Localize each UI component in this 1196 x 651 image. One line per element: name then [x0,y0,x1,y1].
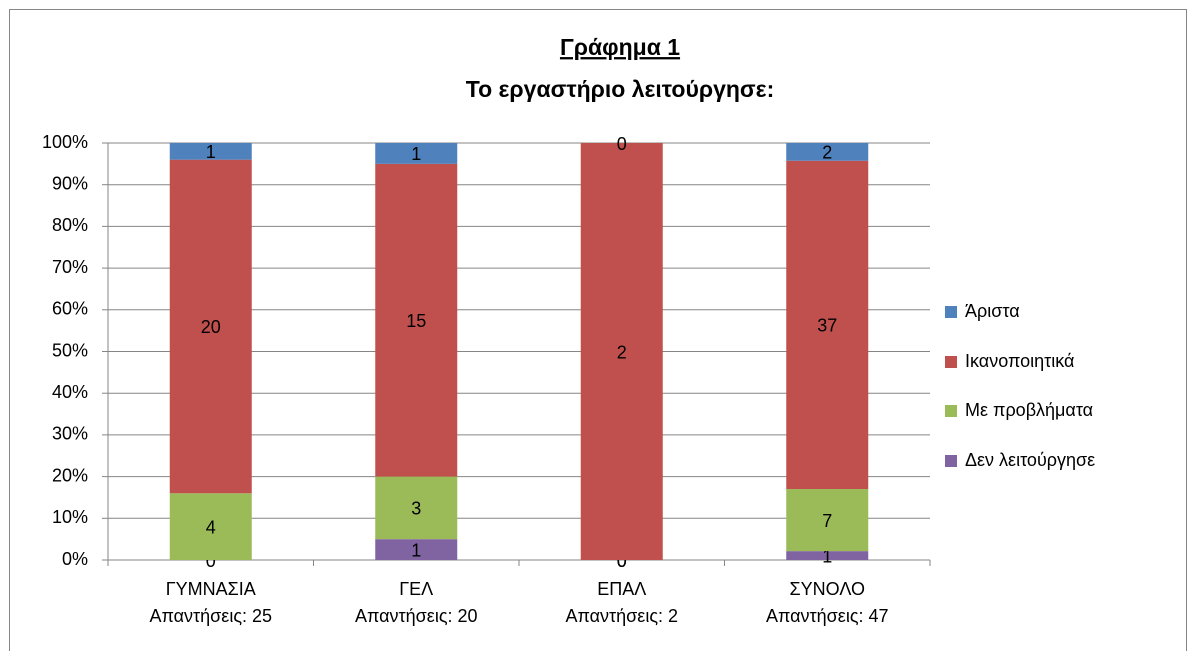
data-label: 0 [617,134,627,154]
legend-label: Άριστα [965,301,1020,321]
chart-title: Γράφημα 1 [560,34,680,60]
legend-swatch [945,405,957,417]
data-label: 1 [411,144,421,164]
bar-segment [169,159,252,494]
y-tick-label: 100% [42,132,88,152]
legend-swatch [945,306,957,318]
data-label: 37 [817,316,837,336]
legend-swatch [945,455,957,467]
bar-segment [786,143,869,161]
bar-segment [580,143,663,560]
data-label: 1 [411,540,421,560]
y-tick-label: 80% [52,215,88,235]
x-tick-label: ΓΥΜΝΑΣΙΑ [166,579,256,599]
y-tick-label: 0% [62,549,88,569]
y-tick-label: 10% [52,507,88,527]
x-tick-label: Απαντήσεις: 2 [565,606,678,626]
x-tick-label: Απαντήσεις: 25 [149,606,272,626]
bar-segment [375,143,458,164]
data-label: 2 [617,342,627,362]
bar-segment [786,489,869,552]
bar-segment [786,551,869,560]
bar-segment [375,476,458,540]
x-tick-label: Απαντήσεις: 20 [355,606,478,626]
data-label: 1 [206,142,216,162]
x-tick-label: Απαντήσεις: 47 [766,606,889,626]
x-tick-label: ΕΠΑΛ [597,579,646,599]
y-tick-label: 30% [52,424,88,444]
legend-label: Με προβλήματα [965,400,1093,420]
data-label: 0 [617,551,627,571]
data-label: 3 [411,499,421,519]
chart-subtitle: Το εργαστήριο λειτούργησε: [466,76,775,102]
bar-segment [169,493,252,560]
y-tick-label: 60% [52,299,88,319]
bar-segment [169,143,252,160]
data-label: 2 [822,143,832,163]
x-tick-label: ΣΥΝΟΛΟ [790,579,865,599]
bar-segment [375,539,458,560]
data-label: 0 [617,551,627,571]
legend-label: Δεν λειτούργησε [965,450,1095,470]
data-label: 4 [206,517,216,537]
bar-segment [786,160,869,490]
y-tick-label: 20% [52,465,88,485]
data-label: 20 [201,317,221,337]
data-label: 0 [206,551,216,571]
bar-segment [375,163,458,477]
y-tick-label: 90% [52,173,88,193]
x-tick-label: ΓΕΛ [399,579,433,599]
data-label: 7 [822,511,832,531]
legend-swatch [945,356,957,368]
y-tick-label: 50% [52,340,88,360]
data-label: 1 [822,546,832,566]
legend-label: Ικανοποιητικά [965,351,1074,371]
y-tick-label: 70% [52,257,88,277]
data-label: 15 [406,311,426,331]
y-tick-label: 40% [52,382,88,402]
